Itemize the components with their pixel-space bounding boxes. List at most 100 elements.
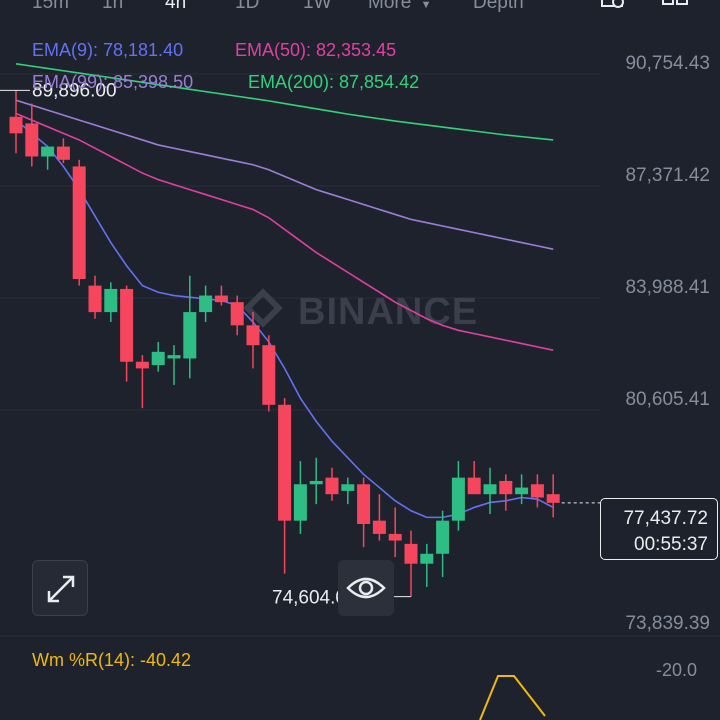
ema50-line [15,112,554,351]
visibility-button[interactable] [338,560,394,616]
y-tick-label: 83,988.41 [625,277,710,298]
candle [278,398,292,574]
y-tick-label: 73,839.39 [625,613,710,634]
tab-1d[interactable]: 1D [235,0,260,13]
ema99-line [15,99,554,250]
candle [56,138,70,164]
candle-body [483,484,497,495]
candle-body [278,404,292,521]
candle-body [72,166,86,279]
candle-body [262,345,276,405]
candle [309,457,323,505]
candle-body [246,325,260,346]
candle-body [309,480,323,485]
candle-body [451,477,465,521]
candle-countdown: 00:55:37 [634,534,708,555]
candle-body [530,484,544,498]
candle-body [357,484,371,524]
candle [214,285,228,306]
candle-body [104,288,118,313]
candle [167,345,181,385]
current-price-tag: 77,437.72 00:55:37 [600,498,718,560]
candle [262,335,276,412]
candles [9,90,560,597]
ema200-line [15,63,554,141]
candle-body [199,295,213,313]
candle [230,295,244,336]
candle [183,275,197,379]
candle-body [88,285,102,313]
candle-body [293,484,307,521]
candle-body [404,543,418,564]
candle-body [183,312,197,359]
oscillator-axis-label: -20.0 [656,660,698,680]
candle-body [515,487,529,495]
candle [246,312,260,369]
expand-icon [47,575,75,603]
candle [451,461,465,531]
candle-body [167,355,181,359]
candle-body [135,361,149,369]
candle [388,507,402,558]
tab-more[interactable]: More ▼ [368,0,431,14]
legend-ema9: EMA(9): 78,181.40 [32,40,184,60]
eye-icon [346,577,386,599]
candle [357,477,371,548]
candle [404,530,418,597]
candle [135,355,149,409]
candle-body [214,295,228,303]
candle-body [120,288,134,362]
candle [372,494,386,541]
candle [25,103,39,167]
candle-body [25,123,39,157]
candle-body [41,146,55,157]
fullscreen-button[interactable] [32,560,88,616]
candle [325,467,339,501]
tab-depth[interactable]: Depth [473,0,524,13]
candle [530,474,544,508]
candle [120,285,134,382]
candle-body [151,351,165,366]
grid-lines [0,73,600,411]
chart-settings-icon[interactable] [598,0,628,18]
oscillator-label: Wm %R(14): -40.42 [32,650,192,670]
candle-body [467,477,481,495]
candle [546,474,560,518]
candle [499,474,513,511]
tab-1h[interactable]: 1h [102,0,124,13]
tab-more-label: More [368,0,412,13]
candle [483,467,497,515]
candle [293,461,307,534]
candle-body [9,116,23,134]
tab-4h[interactable]: 4h [165,0,187,13]
candle [104,282,118,323]
candle [88,275,102,319]
candle [151,341,165,372]
candle-body [372,520,386,534]
candle-body [546,494,560,503]
y-tick-label: 87,371.42 [625,165,710,186]
candle-body [499,480,513,495]
candle-body [325,477,339,495]
candle [9,90,23,154]
candle [72,159,86,286]
layout-grid-icon[interactable] [660,0,690,18]
high-price-label: 89,896.00 [32,80,117,101]
williams-r-line [479,675,546,720]
tab-1w[interactable]: 1W [303,0,332,13]
candle [436,510,450,577]
tab-15m[interactable]: 15m [32,0,69,13]
candle-body [341,484,355,491]
watermark-logo-icon [243,288,283,328]
y-tick-label: 90,754.43 [625,53,710,74]
y-tick-label: 80,605.41 [625,389,710,410]
candle [341,477,355,505]
candle [199,285,213,323]
candle-body [230,302,244,326]
candle [420,543,434,587]
candle [515,474,529,505]
candle-body [436,520,450,554]
candle-body [388,533,402,541]
legend-ema200: EMA(200): 87,854.42 [248,72,420,92]
